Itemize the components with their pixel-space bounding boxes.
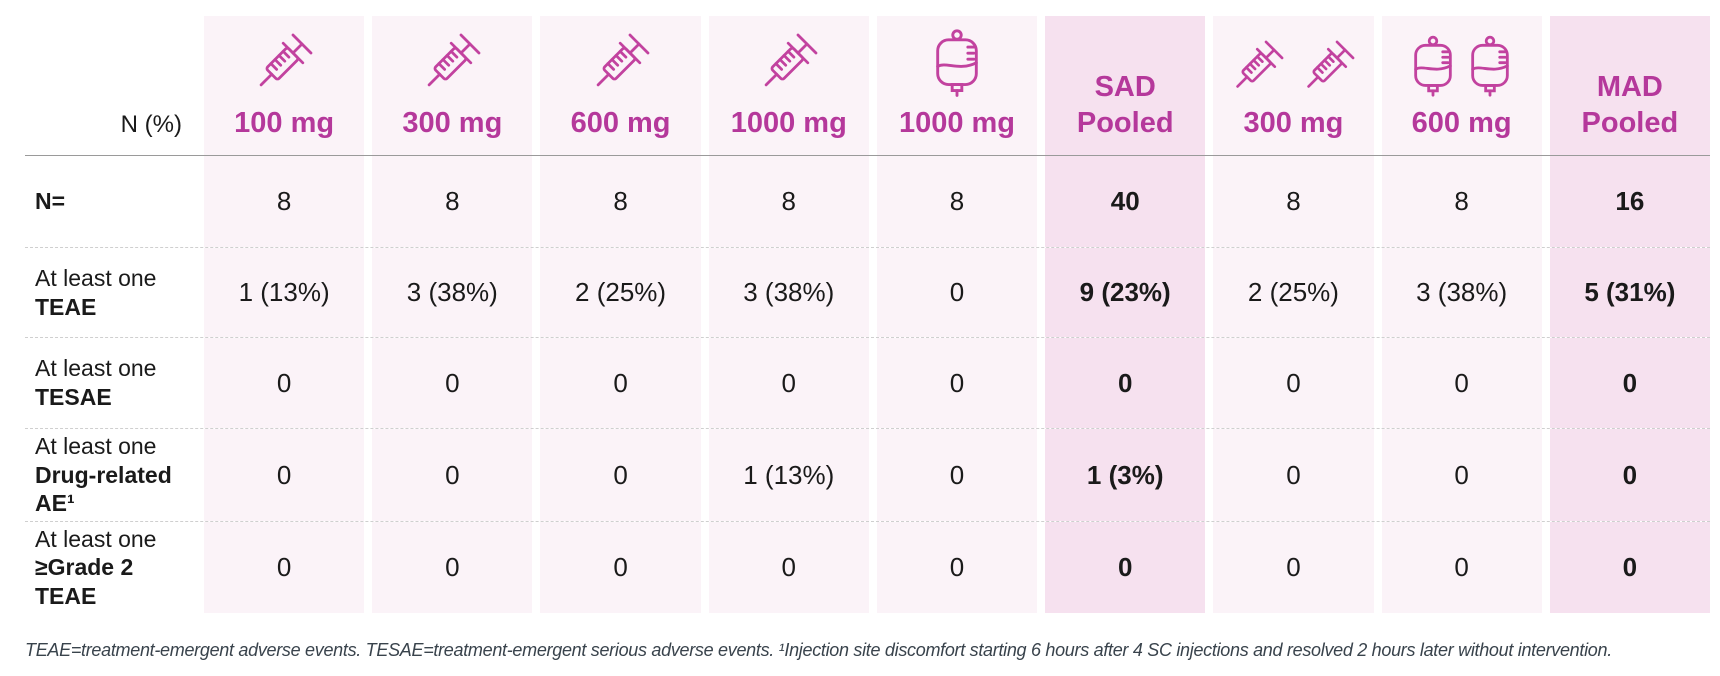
column-header-sad-pooled: SAD Pooled bbox=[1045, 16, 1206, 155]
footnote: TEAE=treatment-emergent adverse events. … bbox=[25, 640, 1612, 660]
table-cell: 8 bbox=[1381, 156, 1542, 247]
table-cell: 8 bbox=[1213, 156, 1374, 247]
table-cell: 0 bbox=[540, 338, 701, 428]
table-cell: 0 bbox=[1381, 429, 1542, 521]
column-header-mad-300mg: 300 mg bbox=[1213, 16, 1374, 155]
table-cell: 1 (13%) bbox=[708, 429, 869, 521]
table-cell: 0 bbox=[1381, 522, 1542, 613]
table-cell-pooled: 0 bbox=[1045, 338, 1206, 428]
table-cell-pooled: 0 bbox=[1045, 522, 1206, 613]
table-row-n: N= 8 8 8 8 8 40 8 8 16 bbox=[25, 156, 1710, 247]
table-cell: 0 bbox=[876, 248, 1038, 337]
table-cell: 0 bbox=[1213, 522, 1374, 613]
table-cell: 0 bbox=[372, 429, 533, 521]
column-header-label: 600 mg bbox=[570, 106, 671, 139]
syringe-icon bbox=[752, 25, 826, 99]
table-cell: 2 (25%) bbox=[540, 248, 701, 337]
column-header-sad-1000mg-sc: 1000 mg bbox=[708, 16, 869, 155]
table-cell: 0 bbox=[372, 338, 533, 428]
column-header-sad-300mg: 300 mg bbox=[372, 16, 533, 155]
row-label: At least one ≥Grade 2 TEAE bbox=[25, 522, 196, 613]
table-cell: 2 (25%) bbox=[1213, 248, 1374, 337]
table-cell-pooled: 16 bbox=[1549, 156, 1710, 247]
column-header-label: MAD Pooled bbox=[1581, 70, 1679, 139]
row-label: At least one TEAE bbox=[25, 248, 196, 337]
table-cell: 0 bbox=[540, 522, 701, 613]
iv-bag-icon bbox=[928, 29, 986, 99]
table-cell: 8 bbox=[708, 156, 869, 247]
row-label: N= bbox=[25, 156, 196, 247]
table-cell-pooled: 0 bbox=[1549, 522, 1710, 613]
syringe-icon bbox=[247, 25, 321, 99]
row-label: At least one TESAE bbox=[25, 338, 196, 428]
table-cell: 0 bbox=[372, 522, 533, 613]
table-cell: 0 bbox=[1381, 338, 1542, 428]
table-cell: 0 bbox=[708, 338, 869, 428]
table-cell: 0 bbox=[1213, 429, 1374, 521]
table-cell: 3 (38%) bbox=[708, 248, 869, 337]
column-header-label: 1000 mg bbox=[730, 106, 847, 139]
table-header-row: N (%) 100 mg 300 mg bbox=[25, 16, 1710, 156]
column-header-label: 300 mg bbox=[1243, 106, 1344, 139]
syringe-icon bbox=[1296, 33, 1362, 99]
table-cell-pooled: 0 bbox=[1549, 338, 1710, 428]
syringe-icon bbox=[415, 25, 489, 99]
column-header-label: 1000 mg bbox=[898, 106, 1016, 139]
table-row-tesae: At least one TESAE 0 0 0 0 0 0 0 0 0 bbox=[25, 337, 1710, 428]
safety-table: N (%) 100 mg 300 mg bbox=[25, 16, 1710, 613]
table-cell-pooled: 0 bbox=[1549, 429, 1710, 521]
table-cell: 0 bbox=[708, 522, 869, 613]
table-cell: 0 bbox=[876, 522, 1038, 613]
column-header-sad-1000mg-iv: 1000 mg bbox=[876, 16, 1038, 155]
corner-label: N (%) bbox=[120, 111, 182, 138]
column-header-mad-pooled: MAD Pooled bbox=[1549, 16, 1710, 155]
table-cell: 0 bbox=[204, 429, 365, 521]
row-label: At least one Drug-related AE¹ bbox=[25, 429, 196, 521]
table-cell: 8 bbox=[540, 156, 701, 247]
column-header-sad-100mg: 100 mg bbox=[204, 16, 365, 155]
iv-bag-icon bbox=[1407, 35, 1459, 99]
table-cell: 8 bbox=[372, 156, 533, 247]
table-cell: 3 (38%) bbox=[372, 248, 533, 337]
syringe-icon bbox=[1225, 33, 1291, 99]
table-cell-pooled: 9 (23%) bbox=[1045, 248, 1206, 337]
table-cell: 0 bbox=[204, 338, 365, 428]
table-cell-pooled: 5 (31%) bbox=[1549, 248, 1710, 337]
table-cell: 1 (13%) bbox=[204, 248, 365, 337]
iv-bag-icon bbox=[1464, 35, 1516, 99]
table-cell: 0 bbox=[1213, 338, 1374, 428]
column-header-sad-600mg: 600 mg bbox=[540, 16, 701, 155]
column-header-label: 300 mg bbox=[402, 106, 503, 139]
table-row-teae: At least one TEAE 1 (13%) 3 (38%) 2 (25%… bbox=[25, 247, 1710, 337]
table-cell: 8 bbox=[876, 156, 1038, 247]
table-cell: 3 (38%) bbox=[1381, 248, 1542, 337]
column-header-mad-600mg: 600 mg bbox=[1381, 16, 1542, 155]
table-row-drug-related-ae: At least one Drug-related AE¹ 0 0 0 1 (1… bbox=[25, 428, 1710, 521]
table-cell: 0 bbox=[204, 522, 365, 613]
table-row-grade2-teae: At least one ≥Grade 2 TEAE 0 0 0 0 0 0 0… bbox=[25, 521, 1710, 613]
table-cell: 0 bbox=[876, 429, 1038, 521]
table-cell-pooled: 40 bbox=[1045, 156, 1206, 247]
column-header-label: SAD Pooled bbox=[1076, 70, 1174, 139]
column-header-label: 100 mg bbox=[234, 106, 335, 139]
table-cell-pooled: 1 (3%) bbox=[1045, 429, 1206, 521]
column-header-label: 600 mg bbox=[1411, 106, 1512, 139]
syringe-icon bbox=[584, 25, 658, 99]
table-cell: 8 bbox=[204, 156, 365, 247]
table-cell: 0 bbox=[540, 429, 701, 521]
table-cell: 0 bbox=[876, 338, 1038, 428]
